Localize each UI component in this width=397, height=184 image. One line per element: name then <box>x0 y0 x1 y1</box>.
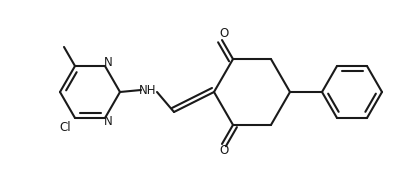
Text: Cl: Cl <box>59 121 71 135</box>
Text: NH: NH <box>139 84 157 96</box>
Text: O: O <box>220 26 229 40</box>
Text: O: O <box>220 144 229 158</box>
Text: N: N <box>104 56 112 68</box>
Text: N: N <box>104 116 112 128</box>
